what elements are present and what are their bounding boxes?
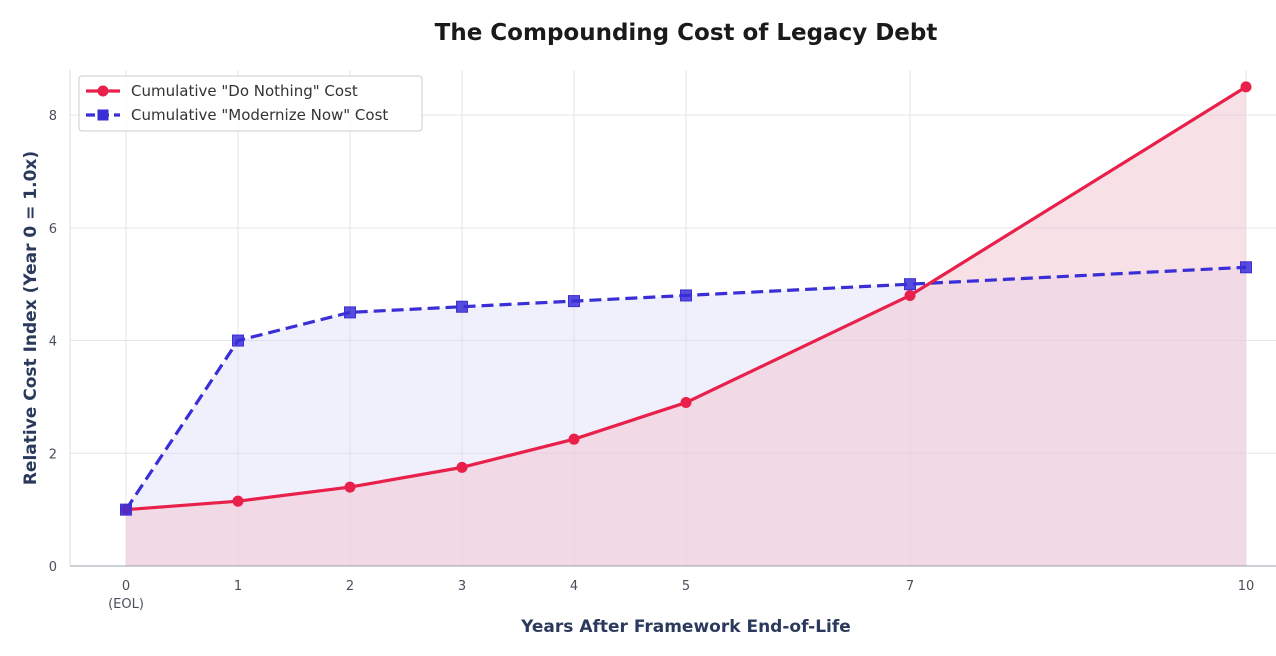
series-markers — [120, 81, 1252, 516]
y-tick-label-3: 6 — [49, 222, 57, 237]
marker-s1-6 — [904, 278, 916, 291]
legend: Cumulative "Do Nothing" Cost Cumulative "… — [78, 75, 423, 132]
x-tick-label-2: 2 — [346, 579, 354, 594]
marker-s1-7 — [1240, 261, 1252, 274]
marker-s0-7 — [1240, 81, 1252, 93]
legend-label-0: Cumulative "Do Nothing" Cost — [131, 82, 358, 100]
marker-s0-3 — [456, 461, 468, 473]
x-tick-label-1: 1 — [234, 579, 242, 594]
y-tick-label-4: 8 — [49, 109, 57, 124]
series-line-0 — [125, 85, 1247, 512]
y-axis-title: Relative Cost Index (Year 0 = 1.0x) — [21, 151, 41, 485]
x-tick-sublabel-0: (EOL) — [108, 597, 144, 612]
x-axis-ticks: 0 (EOL) 1 2 3 4 5 7 10 — [108, 579, 1254, 612]
x-axis-title: Years After Framework End-of-Life — [520, 617, 851, 637]
x-tick-label-0: 0 — [122, 579, 130, 594]
series-fill-0 — [126, 86, 1246, 566]
marker-s1-0 — [120, 503, 132, 516]
x-tick-label-4: 4 — [570, 579, 578, 594]
chart-title: The Compounding Cost of Legacy Debt — [435, 20, 938, 46]
marker-s0-2 — [344, 481, 356, 493]
series-lines — [124, 85, 1247, 512]
marker-s0-4 — [568, 433, 580, 445]
marker-s1-2 — [344, 306, 356, 319]
area-fills — [126, 86, 1246, 566]
series-line-1 — [124, 265, 1247, 511]
x-tick-label-6: 7 — [906, 579, 914, 594]
legend-marker-1 — [97, 109, 109, 121]
x-tick-label-3: 3 — [458, 579, 466, 594]
legend-marker-0 — [97, 85, 109, 97]
marker-s0-6 — [904, 289, 916, 301]
marker-s0-1 — [232, 495, 244, 507]
y-tick-label-1: 2 — [49, 447, 57, 462]
marker-s1-5 — [680, 289, 692, 302]
marker-s1-1 — [232, 334, 244, 347]
marker-s0-5 — [680, 397, 692, 409]
y-tick-label-0: 0 — [49, 560, 57, 575]
y-tick-label-2: 4 — [49, 335, 57, 350]
legend-box — [78, 75, 423, 132]
x-tick-label-5: 5 — [682, 579, 690, 594]
x-tick-label-7: 10 — [1238, 579, 1255, 594]
marker-s1-3 — [456, 300, 468, 313]
y-axis-ticks: 0 2 4 6 8 — [49, 109, 57, 575]
marker-s1-4 — [568, 295, 580, 308]
legend-label-1: Cumulative "Modernize Now" Cost — [131, 106, 388, 124]
legend-entries: Cumulative "Do Nothing" Cost Cumulative "… — [86, 82, 388, 124]
